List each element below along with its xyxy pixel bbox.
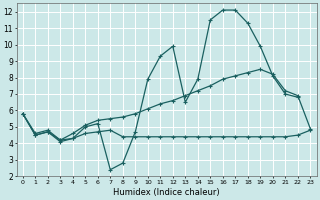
X-axis label: Humidex (Indice chaleur): Humidex (Indice chaleur) xyxy=(113,188,220,197)
